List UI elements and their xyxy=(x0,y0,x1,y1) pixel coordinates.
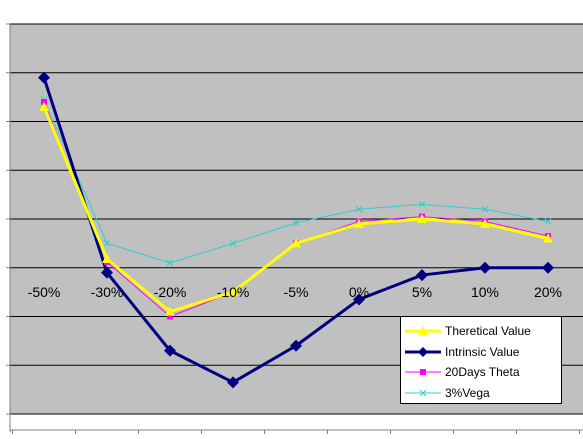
data-point xyxy=(101,266,113,279)
legend-swatch-theoretical-value xyxy=(405,326,441,335)
legend-swatch-3pct-vega xyxy=(405,389,441,396)
x-tick-labels: -50% -30% -20% -10% -5% 0% 5% 10% 20% xyxy=(28,284,562,300)
data-point xyxy=(102,253,112,263)
data-point-stroke xyxy=(166,259,174,267)
legend-item-theoretical-value: Theretical Value xyxy=(405,321,557,342)
legend-item-3pct-vega: 3%Vega xyxy=(405,383,557,404)
series-0 xyxy=(39,101,553,316)
legend-swatch-intrinsic-value xyxy=(405,346,441,357)
x-tick-label: -30% xyxy=(91,284,124,300)
data-point-stroke xyxy=(418,201,426,208)
data-point-stroke xyxy=(103,240,111,247)
data-point xyxy=(291,238,301,248)
legend-item-intrinsic-value: Intrinsic Value xyxy=(405,342,557,363)
data-point xyxy=(38,71,50,84)
data-point xyxy=(481,205,489,213)
data-point xyxy=(166,259,174,267)
data-point-stroke xyxy=(229,240,237,247)
data-point xyxy=(103,240,111,247)
data-point xyxy=(479,261,491,274)
data-point xyxy=(292,219,300,227)
data-point xyxy=(355,205,363,213)
x-tick-label: -5% xyxy=(284,284,309,300)
legend-label: 20Days Theta xyxy=(445,365,520,379)
x-tick-label: -20% xyxy=(154,284,187,300)
data-point xyxy=(228,287,238,297)
x-tick-label: -50% xyxy=(28,284,61,300)
data-point-stroke xyxy=(481,205,489,213)
legend-item-20days-theta: 20Days Theta xyxy=(405,362,557,383)
data-point xyxy=(39,101,49,111)
legend-label: Theretical Value xyxy=(445,324,531,338)
data-point xyxy=(480,218,490,228)
legend-swatch-20days-theta xyxy=(405,369,441,375)
data-point-stroke xyxy=(544,218,552,225)
legend: Theretical Value Intrinsic Value 20Days … xyxy=(400,316,562,404)
x-tick-label: -10% xyxy=(217,284,250,300)
data-point xyxy=(353,293,365,306)
data-point xyxy=(290,339,302,352)
data-point xyxy=(544,218,552,225)
data-point xyxy=(543,233,553,243)
data-point xyxy=(354,218,364,228)
x-tick-label: 5% xyxy=(412,284,432,300)
data-point xyxy=(542,261,554,274)
data-point xyxy=(165,306,175,316)
data-point xyxy=(416,269,428,282)
data-point xyxy=(418,201,426,208)
data-point xyxy=(227,376,239,389)
data-point xyxy=(417,214,427,223)
data-point xyxy=(164,344,176,357)
data-point-stroke xyxy=(355,205,363,213)
series-1 xyxy=(38,71,554,389)
data-point xyxy=(167,313,173,320)
series-3 xyxy=(40,96,552,267)
data-point xyxy=(229,240,237,247)
legend-label: Intrinsic Value xyxy=(445,344,520,359)
x-tick-label: 10% xyxy=(471,284,499,300)
x-tick-label: 20% xyxy=(534,284,562,300)
axes xyxy=(6,23,583,434)
series-layer xyxy=(38,71,554,389)
legend-label: 3%Vega xyxy=(445,385,490,400)
data-point-stroke xyxy=(292,219,300,227)
x-tick-label: 0% xyxy=(349,284,369,300)
